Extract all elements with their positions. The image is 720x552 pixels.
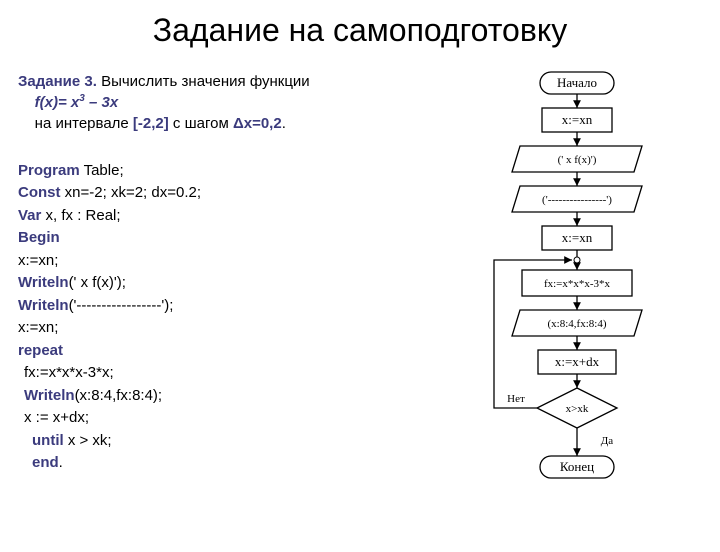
code-line: until x > xk;: [32, 430, 438, 453]
kw-program: Program: [18, 162, 80, 179]
kw-end: end: [32, 454, 59, 471]
code-line: x:=xn;: [18, 317, 438, 340]
code-line: fx:=x*x*x-3*x;: [24, 362, 438, 385]
flow-n2: (' x f(x)'): [558, 154, 597, 166]
code-text: .: [59, 454, 63, 471]
flow-n3: ('----------------'): [542, 194, 612, 206]
code-text: x, fx : Real;: [41, 207, 120, 224]
code-line: Var x, fx : Real;: [18, 205, 438, 228]
kw-repeat: repeat: [18, 342, 63, 359]
flow-n7: x:=x+dx: [555, 354, 600, 369]
left-column: Задание 3. Вычислить значения функции f(…: [18, 72, 438, 475]
code-text: Table;: [80, 162, 124, 179]
code-text: x:=xn;: [18, 252, 58, 269]
flow-cond: x>xk: [566, 403, 589, 415]
code-line: Writeln(x:8:4,fx:8:4);: [24, 385, 438, 408]
code-line: x:=xn;: [18, 250, 438, 273]
task-desc2b: с шагом: [169, 115, 233, 132]
task-text: Задание 3. Вычислить значения функции f(…: [18, 72, 438, 134]
kw-writeln: Writeln: [18, 297, 69, 314]
code-text: (' x f(x)');: [69, 274, 126, 291]
task-desc1: Вычислить значения функции: [97, 73, 310, 90]
kw-until: until: [32, 432, 64, 449]
task-step: Δx=0,2: [233, 115, 282, 132]
code-text: x:=xn;: [18, 319, 58, 336]
flow-n1: x:=xn: [562, 112, 593, 127]
code-line: Const xn=-2; xk=2; dx=0.2;: [18, 182, 438, 205]
code-text: ('-----------------');: [69, 297, 174, 314]
task-range: [-2,2]: [133, 115, 169, 132]
kw-begin: Begin: [18, 229, 60, 246]
task-period: .: [282, 115, 286, 132]
task-formula-rhs: – 3x: [85, 94, 118, 111]
code-text: fx:=x*x*x-3*x;: [24, 364, 114, 381]
kw-writeln: Writeln: [24, 387, 75, 404]
kw-writeln: Writeln: [18, 274, 69, 291]
flow-n5: fx:=x*x*x-3*x: [544, 278, 611, 290]
flow-yes: Да: [601, 435, 614, 447]
code-text: x > xk;: [64, 432, 112, 449]
code-line: x := x+dx;: [24, 407, 438, 430]
flowchart: Начало x:=xn (' x f(x)') ('-------------…: [462, 66, 692, 546]
flow-end: Конец: [560, 459, 594, 474]
kw-const: Const: [18, 184, 61, 201]
code-text: xn=-2; xk=2; dx=0.2;: [61, 184, 202, 201]
code-line: end.: [32, 452, 438, 475]
code-line: Writeln('-----------------');: [18, 295, 438, 318]
task-label: Задание 3.: [18, 73, 97, 90]
code-text: (x:8:4,fx:8:4);: [75, 387, 163, 404]
code-line: repeat: [18, 340, 438, 363]
task-formula-lhs: f(x)= x: [35, 94, 80, 111]
flow-n6: (x:8:4,fx:8:4): [548, 318, 607, 330]
code-block: Program Table; Const xn=-2; xk=2; dx=0.2…: [18, 160, 438, 475]
task-desc2a: на интервале: [35, 115, 133, 132]
kw-var: Var: [18, 207, 41, 224]
code-line: Begin: [18, 227, 438, 250]
page-title: Задание на самоподготовку: [0, 12, 720, 49]
flow-n4: x:=xn: [562, 230, 593, 245]
code-text: x := x+dx;: [24, 409, 89, 426]
code-line: Program Table;: [18, 160, 438, 183]
code-line: Writeln(' x f(x)');: [18, 272, 438, 295]
flow-start: Начало: [557, 75, 597, 90]
flow-no: Нет: [507, 393, 525, 405]
